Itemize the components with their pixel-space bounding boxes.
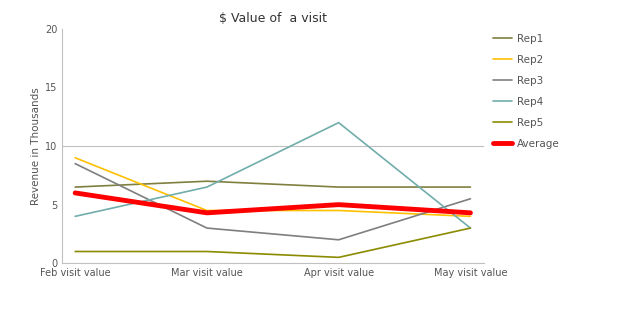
Rep3 [467,197,474,201]
Line: Rep1: Rep1 [75,181,471,187]
Y-axis label: Revenue in Thousands: Revenue in Thousands [30,87,40,205]
Average [335,203,342,207]
Rep5 [335,256,342,259]
Rep1 [71,185,79,189]
Rep4 [467,226,474,230]
Line: Rep5: Rep5 [75,228,471,257]
Legend: Rep1, Rep2, Rep3, Rep4, Rep5, Average: Rep1, Rep2, Rep3, Rep4, Rep5, Average [493,34,560,149]
Average [203,211,211,215]
Rep2 [71,156,79,160]
Rep3 [335,238,342,242]
Rep2 [203,209,211,213]
Line: Rep4: Rep4 [75,123,471,228]
Rep2 [335,209,342,213]
Rep2 [467,214,474,218]
Line: Rep2: Rep2 [75,158,471,216]
Rep1 [203,179,211,183]
Rep5 [467,226,474,230]
Average [467,211,474,215]
Line: Rep3: Rep3 [75,164,471,240]
Rep1 [467,185,474,189]
Rep1 [335,185,342,189]
Rep4 [335,121,342,125]
Rep5 [203,250,211,254]
Rep4 [71,214,79,218]
Rep3 [203,226,211,230]
Title: $ Value of  a visit: $ Value of a visit [219,12,327,25]
Rep4 [203,185,211,189]
Line: Average: Average [75,193,471,213]
Rep3 [71,162,79,166]
Average [71,191,79,195]
Rep5 [71,250,79,254]
